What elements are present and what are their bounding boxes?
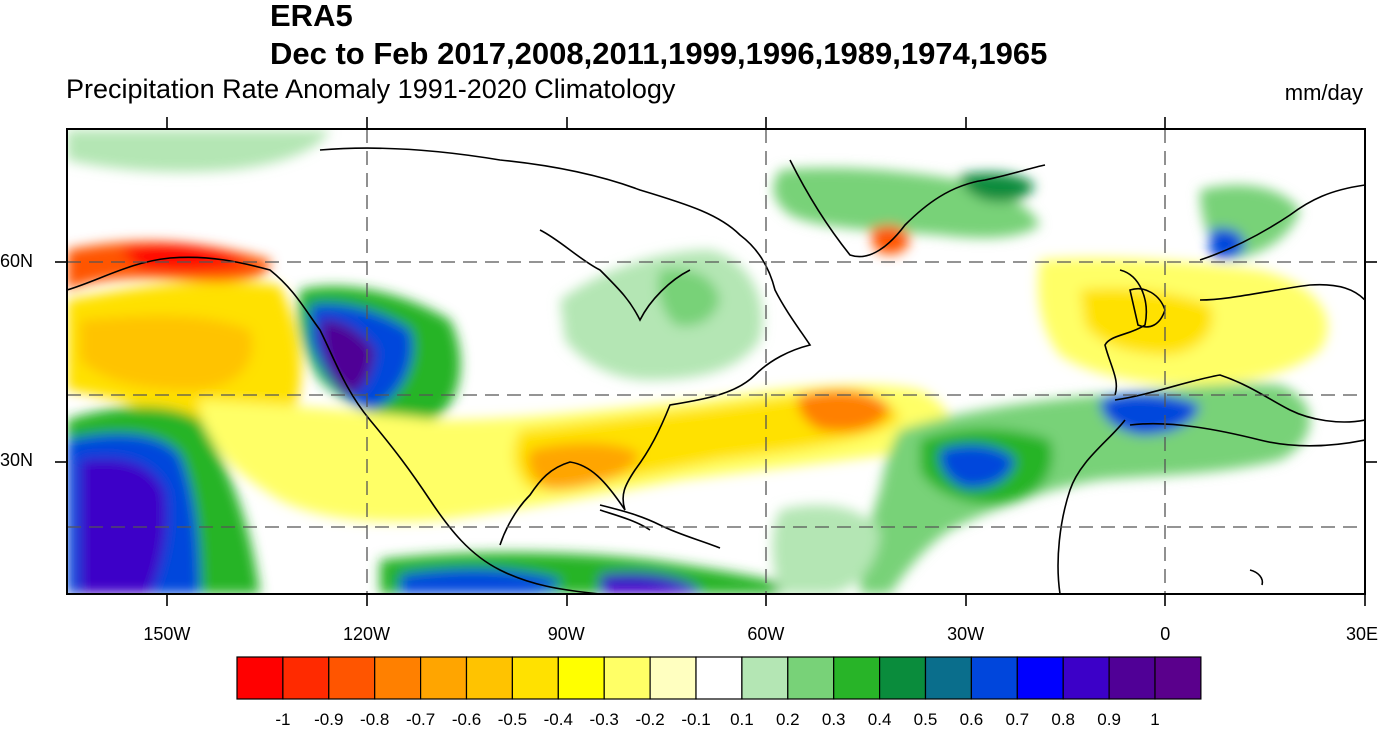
- colorbar-tick-label: 0.9: [1097, 710, 1121, 729]
- colorbar-box: [1016, 656, 1064, 700]
- colorbar-box: [1108, 656, 1156, 700]
- colorbar-tick-label: -0.2: [635, 710, 665, 729]
- colorbar-box: [420, 656, 468, 700]
- colorbar-tick-label: 1: [1150, 710, 1160, 729]
- colorbar-box: [924, 656, 973, 700]
- colorbar-box: [1062, 656, 1110, 700]
- colorbar-box: [1154, 656, 1202, 700]
- map-title: ERA5: [270, 0, 353, 33]
- colorbar-box: [465, 656, 514, 700]
- lon-label-30E: 30E: [1345, 624, 1379, 644]
- coastlines: [67, 147, 1365, 594]
- colorbar-tick-label: -0.5: [497, 710, 528, 729]
- colorbar-box: [557, 656, 605, 700]
- colorbar-tick-label: 0.1: [730, 710, 754, 729]
- colorbar-box: [787, 656, 835, 700]
- variable-label: Precipitation Rate Anomaly 1991-2020 Cli…: [66, 74, 676, 104]
- colorbar-tick-label: -0.8: [360, 710, 390, 729]
- units-label: mm/day: [1284, 80, 1363, 105]
- colorbar-tick-label: 0.4: [867, 710, 892, 729]
- lon-label-120W: 120W: [343, 624, 391, 644]
- colorbar-box: [741, 656, 789, 700]
- colorbar-tick-label: 0.6: [959, 710, 984, 729]
- colorbar-tick-label: 0.7: [1005, 710, 1030, 729]
- colorbar-tick-label: 0.3: [821, 710, 846, 729]
- colorbar-box: [328, 656, 376, 700]
- colorbar-tick-label: -0.4: [543, 710, 573, 729]
- colorbar-tick-label: 0.8: [1051, 710, 1076, 729]
- map-frame: [66, 128, 1366, 595]
- colorbar-tick-label: -0.7: [405, 710, 436, 729]
- colorbar-box: [649, 656, 697, 700]
- colorbar-tick-label: -0.3: [589, 710, 619, 729]
- lon-label-60W: 60W: [747, 624, 785, 644]
- colorbar-tick-label: 0.2: [775, 710, 800, 729]
- anomaly-field: [67, 129, 1365, 594]
- lon-label-150W: 150W: [143, 624, 191, 644]
- lon-label-0: 0: [1160, 624, 1171, 644]
- colorbar-box: [236, 656, 284, 700]
- colorbar-box: [511, 656, 559, 700]
- colorbar-box: [282, 656, 330, 700]
- lat-label-60N: 60N: [0, 250, 34, 271]
- colorbar-box: [833, 656, 881, 700]
- colorbar-tick-label: -0.9: [314, 710, 344, 729]
- lon-label-30W: 30W: [947, 624, 985, 644]
- colorbar-box: [695, 656, 743, 700]
- colorbar-tick-label: -1: [275, 710, 291, 729]
- colorbar-tick-label: -0.6: [451, 710, 482, 729]
- graticule: [67, 129, 1365, 594]
- map-subtitle: Dec to Feb 2017,2008,2011,1999,1996,1989…: [270, 36, 1048, 71]
- colorbar-box: [603, 656, 651, 700]
- colorbar-box: [878, 656, 927, 700]
- lat-label-30N: 30N: [0, 450, 34, 471]
- lon-label-90W: 90W: [547, 624, 585, 644]
- colorbar-box: [970, 656, 1018, 700]
- ticks: [55, 117, 1377, 606]
- colorbar: [236, 656, 1202, 700]
- colorbar-box: [374, 656, 422, 700]
- colorbar-tick-label: 0.5: [913, 710, 938, 729]
- colorbar-tick-label: -0.1: [681, 710, 711, 729]
